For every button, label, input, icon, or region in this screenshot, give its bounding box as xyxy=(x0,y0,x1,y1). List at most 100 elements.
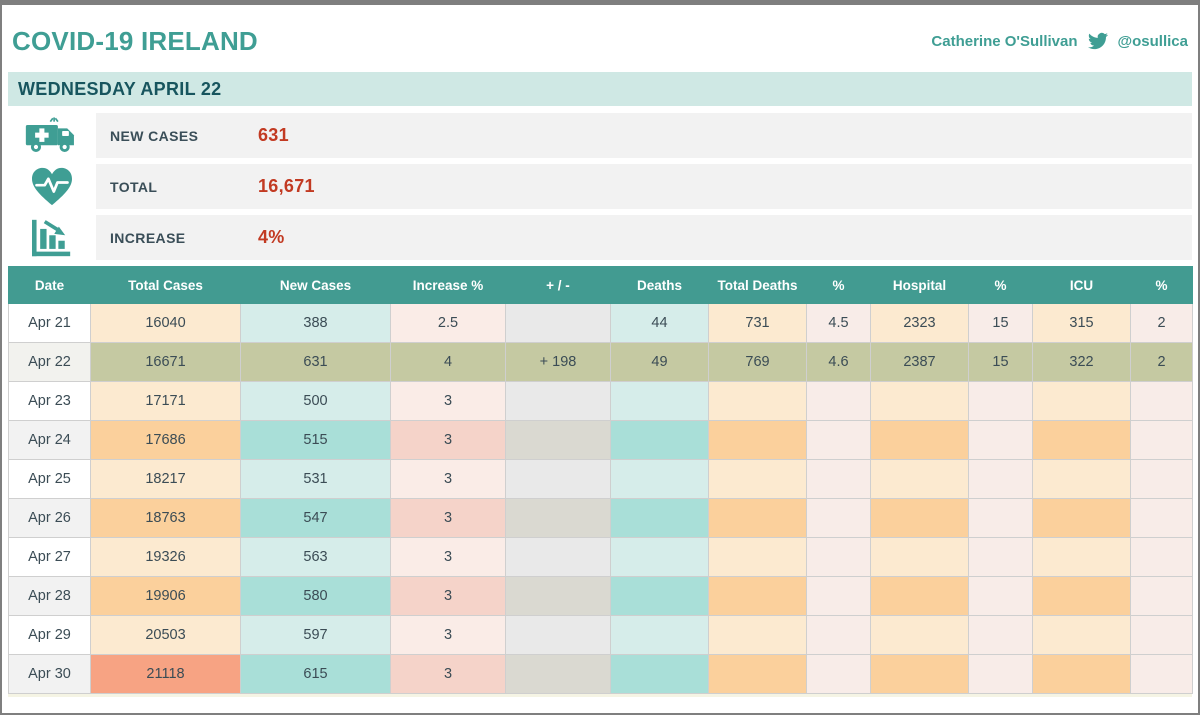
cell-hospital-pct[interactable] xyxy=(968,420,1033,460)
cell-hospital[interactable] xyxy=(870,615,969,655)
cell-hospital-pct[interactable]: 15 xyxy=(968,303,1033,343)
cell-deaths[interactable]: 49 xyxy=(610,342,709,382)
cell-new-cases[interactable]: 547 xyxy=(240,498,391,538)
cell-hospital-pct[interactable]: 15 xyxy=(968,342,1033,382)
cell-total-deaths[interactable] xyxy=(708,654,807,694)
cell-deaths[interactable] xyxy=(610,498,709,538)
cell-total-cases[interactable]: 21118 xyxy=(90,654,241,694)
cell-deaths[interactable] xyxy=(610,615,709,655)
cell-icu[interactable] xyxy=(1032,537,1131,577)
cell-new-cases[interactable]: 388 xyxy=(240,303,391,343)
cell-increase-pct[interactable]: 3 xyxy=(390,498,506,538)
cell-death-pct[interactable]: 4.6 xyxy=(806,342,871,382)
cell-hospital-pct[interactable] xyxy=(968,615,1033,655)
cell-increase-pct[interactable]: 3 xyxy=(390,654,506,694)
cell-total-cases[interactable]: 19906 xyxy=(90,576,241,616)
cell-total-deaths[interactable] xyxy=(708,381,807,421)
cell-death-pct[interactable]: 4.5 xyxy=(806,303,871,343)
twitter-icon[interactable] xyxy=(1087,31,1109,51)
cell-plus-minus[interactable]: + 198 xyxy=(505,342,611,382)
cell-icu[interactable] xyxy=(1032,381,1131,421)
cell-icu-pct[interactable]: 2 xyxy=(1130,342,1193,382)
cell-increase-pct[interactable]: 2.5 xyxy=(390,303,506,343)
cell-plus-minus[interactable] xyxy=(505,303,611,343)
cell-death-pct[interactable] xyxy=(806,381,871,421)
cell-new-cases[interactable]: 515 xyxy=(240,420,391,460)
cell-icu-pct[interactable]: 2 xyxy=(1130,303,1193,343)
cell-icu-pct[interactable] xyxy=(1130,459,1193,499)
cell-new-cases[interactable]: 580 xyxy=(240,576,391,616)
cell-plus-minus[interactable] xyxy=(505,537,611,577)
cell-total-cases[interactable]: 18217 xyxy=(90,459,241,499)
cell-date[interactable]: Apr 26 xyxy=(8,498,91,538)
cell-icu[interactable]: 315 xyxy=(1032,303,1131,343)
cell-hospital[interactable]: 2323 xyxy=(870,303,969,343)
cell-date[interactable]: Apr 24 xyxy=(8,420,91,460)
cell-total-deaths[interactable] xyxy=(708,420,807,460)
twitter-handle[interactable]: @osullica xyxy=(1117,32,1188,50)
cell-deaths[interactable] xyxy=(610,381,709,421)
cell-death-pct[interactable] xyxy=(806,615,871,655)
cell-icu-pct[interactable] xyxy=(1130,420,1193,460)
cell-icu-pct[interactable] xyxy=(1130,537,1193,577)
cell-deaths[interactable] xyxy=(610,654,709,694)
cell-date[interactable]: Apr 22 xyxy=(8,342,91,382)
cell-increase-pct[interactable]: 3 xyxy=(390,537,506,577)
cell-icu-pct[interactable] xyxy=(1130,654,1193,694)
cell-icu[interactable] xyxy=(1032,576,1131,616)
cell-new-cases[interactable]: 563 xyxy=(240,537,391,577)
cell-total-deaths[interactable] xyxy=(708,615,807,655)
cell-deaths[interactable]: 44 xyxy=(610,303,709,343)
cell-date[interactable]: Apr 21 xyxy=(8,303,91,343)
cell-increase-pct[interactable]: 3 xyxy=(390,576,506,616)
cell-new-cases[interactable]: 500 xyxy=(240,381,391,421)
cell-date[interactable]: Apr 25 xyxy=(8,459,91,499)
cell-death-pct[interactable] xyxy=(806,654,871,694)
cell-hospital-pct[interactable] xyxy=(968,576,1033,616)
cell-icu-pct[interactable] xyxy=(1130,615,1193,655)
cell-death-pct[interactable] xyxy=(806,498,871,538)
cell-icu[interactable] xyxy=(1032,459,1131,499)
cell-total-deaths[interactable] xyxy=(708,576,807,616)
cell-increase-pct[interactable]: 4 xyxy=(390,342,506,382)
cell-hospital-pct[interactable] xyxy=(968,537,1033,577)
cell-plus-minus[interactable] xyxy=(505,654,611,694)
cell-icu[interactable] xyxy=(1032,654,1131,694)
cell-hospital[interactable] xyxy=(870,381,969,421)
cell-hospital[interactable]: 2387 xyxy=(870,342,969,382)
cell-icu[interactable]: 322 xyxy=(1032,342,1131,382)
cell-date[interactable]: Apr 30 xyxy=(8,654,91,694)
cell-deaths[interactable] xyxy=(610,537,709,577)
cell-icu[interactable] xyxy=(1032,420,1131,460)
cell-deaths[interactable] xyxy=(610,459,709,499)
cell-total-cases[interactable]: 16671 xyxy=(90,342,241,382)
cell-icu-pct[interactable] xyxy=(1130,576,1193,616)
cell-hospital-pct[interactable] xyxy=(968,381,1033,421)
cell-increase-pct[interactable]: 3 xyxy=(390,420,506,460)
cell-icu-pct[interactable] xyxy=(1130,381,1193,421)
cell-new-cases[interactable]: 597 xyxy=(240,615,391,655)
cell-increase-pct[interactable]: 3 xyxy=(390,381,506,421)
cell-death-pct[interactable] xyxy=(806,459,871,499)
cell-deaths[interactable] xyxy=(610,576,709,616)
cell-total-cases[interactable]: 19326 xyxy=(90,537,241,577)
cell-hospital-pct[interactable] xyxy=(968,654,1033,694)
cell-total-deaths[interactable]: 769 xyxy=(708,342,807,382)
cell-hospital[interactable] xyxy=(870,654,969,694)
cell-total-deaths[interactable]: 731 xyxy=(708,303,807,343)
cell-total-cases[interactable]: 17171 xyxy=(90,381,241,421)
cell-hospital[interactable] xyxy=(870,537,969,577)
cell-date[interactable]: Apr 27 xyxy=(8,537,91,577)
cell-icu[interactable] xyxy=(1032,615,1131,655)
cell-total-cases[interactable]: 20503 xyxy=(90,615,241,655)
cell-hospital-pct[interactable] xyxy=(968,498,1033,538)
cell-plus-minus[interactable] xyxy=(505,420,611,460)
cell-date[interactable]: Apr 29 xyxy=(8,615,91,655)
cell-icu[interactable] xyxy=(1032,498,1131,538)
cell-new-cases[interactable]: 615 xyxy=(240,654,391,694)
cell-death-pct[interactable] xyxy=(806,537,871,577)
cell-icu-pct[interactable] xyxy=(1130,498,1193,538)
cell-plus-minus[interactable] xyxy=(505,615,611,655)
cell-total-cases[interactable]: 18763 xyxy=(90,498,241,538)
cell-hospital-pct[interactable] xyxy=(968,459,1033,499)
